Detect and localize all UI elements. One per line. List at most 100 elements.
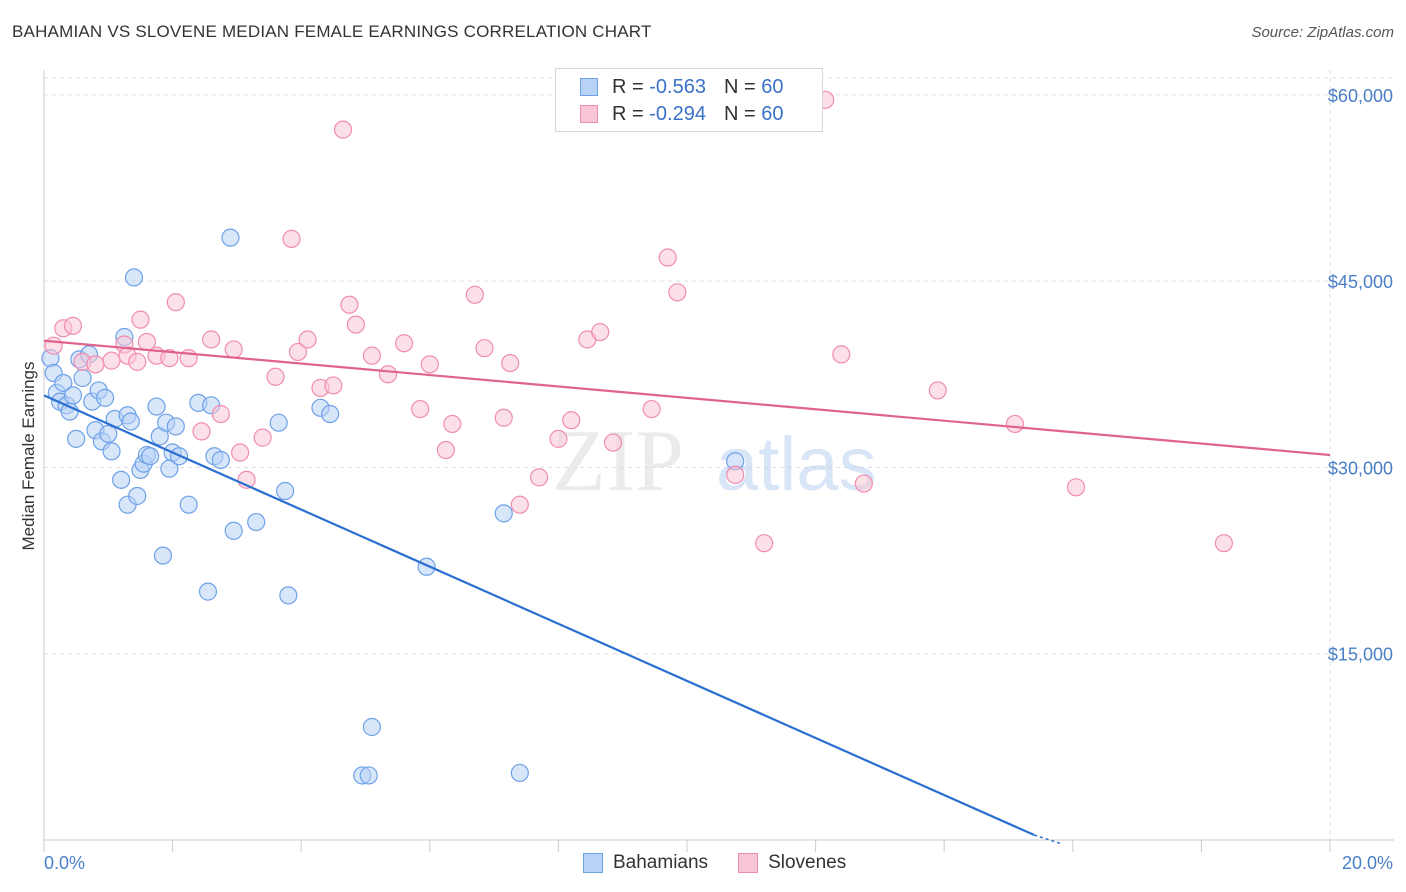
point-bahamians: [494, 504, 513, 523]
point-slovenes: [160, 349, 179, 368]
point-bahamians: [67, 429, 86, 448]
point-slovenes: [501, 353, 520, 373]
legend-r-label: R =: [612, 102, 644, 125]
point-bahamians: [140, 447, 160, 466]
point-bahamians: [276, 481, 295, 501]
x-tick-label-min: 0.0%: [44, 853, 85, 873]
point-slovenes: [231, 443, 250, 462]
point-slovenes: [202, 330, 221, 349]
point-slovenes: [475, 339, 494, 358]
point-bahamians: [198, 582, 218, 601]
point-bahamians: [124, 268, 144, 287]
point-slovenes: [603, 433, 623, 452]
legend-swatch-bahamians: [580, 78, 598, 96]
point-bahamians: [63, 386, 83, 405]
point-slovenes: [192, 422, 211, 441]
point-slovenes: [394, 334, 414, 353]
y-tick-label: $45,000: [1328, 272, 1393, 292]
point-slovenes: [102, 351, 121, 370]
point-slovenes: [253, 428, 272, 447]
point-slovenes: [166, 293, 185, 312]
point-slovenes: [362, 346, 382, 365]
point-slovenes: [131, 310, 150, 329]
point-slovenes: [411, 399, 430, 419]
point-bahamians: [362, 717, 382, 737]
point-slovenes: [591, 322, 610, 342]
y-axis-label: Median Female Earnings: [19, 362, 38, 551]
legend-r-value: -0.563: [649, 75, 706, 98]
point-slovenes: [726, 465, 745, 484]
point-slovenes: [658, 248, 677, 267]
point-bahamians: [166, 417, 185, 436]
trend-line-bahamians-extension: [1033, 834, 1063, 845]
point-slovenes: [266, 367, 285, 386]
point-bahamians: [54, 373, 73, 393]
y-tick-label: $30,000: [1328, 458, 1393, 478]
point-slovenes: [443, 414, 462, 434]
series-swatch-bahamians: [583, 853, 603, 873]
series-legend: Bahamians Slovenes: [583, 852, 876, 874]
point-slovenes: [282, 229, 301, 249]
point-bahamians: [95, 388, 115, 407]
legend-row-slovenes: R = -0.294 N = 60: [580, 100, 783, 128]
point-slovenes: [378, 365, 398, 384]
point-bahamians: [128, 486, 147, 506]
point-slovenes: [63, 316, 83, 335]
point-slovenes: [436, 440, 455, 460]
point-slovenes: [562, 411, 581, 430]
point-slovenes: [420, 355, 439, 374]
source-label: Source: ZipAtlas.com: [1251, 24, 1394, 41]
point-slovenes: [86, 355, 105, 374]
point-slovenes: [530, 468, 549, 487]
point-bahamians: [321, 404, 340, 424]
point-bahamians: [359, 766, 378, 785]
point-bahamians: [112, 470, 131, 489]
legend-n-value: 60: [761, 102, 784, 125]
series-label-slovenes: Slovenes: [768, 852, 847, 873]
point-slovenes: [324, 376, 343, 395]
axes: [43, 70, 1394, 852]
point-slovenes: [668, 283, 687, 302]
point-slovenes: [832, 345, 851, 364]
point-slovenes: [928, 381, 947, 400]
legend-n-label: N =: [723, 102, 756, 125]
point-bahamians: [211, 450, 230, 470]
trend-line-slovenes: [43, 339, 1331, 457]
point-slovenes: [494, 408, 513, 427]
point-bahamians: [224, 521, 243, 540]
point-bahamians: [510, 763, 529, 783]
legend-swatch-slovenes: [580, 105, 598, 123]
point-slovenes: [340, 295, 359, 314]
watermark: ZIP atlas: [552, 413, 877, 510]
x-tick-label-max: 20.0%: [1342, 853, 1393, 873]
point-slovenes: [854, 474, 873, 493]
point-bahamians: [179, 495, 198, 514]
point-slovenes: [1066, 478, 1086, 497]
point-slovenes: [224, 340, 243, 359]
legend-r-label: R =: [612, 75, 644, 98]
point-slovenes: [1214, 534, 1234, 553]
point-slovenes: [298, 330, 317, 349]
point-bahamians: [247, 512, 266, 532]
point-bahamians: [221, 228, 240, 247]
point-slovenes: [642, 399, 661, 419]
chart-title: BAHAMIAN VS SLOVENE MEDIAN FEMALE EARNIN…: [12, 22, 652, 41]
point-bahamians: [147, 397, 166, 416]
trend-lines: [43, 339, 1331, 845]
point-bahamians: [269, 413, 288, 432]
series-label-bahamians: Bahamians: [613, 852, 709, 873]
point-slovenes: [44, 336, 63, 355]
series-legend-bahamians[interactable]: Bahamians: [583, 852, 708, 874]
point-slovenes: [288, 342, 308, 362]
point-slovenes: [755, 534, 774, 553]
point-slovenes: [333, 120, 353, 139]
series-legend-slovenes[interactable]: Slovenes: [738, 852, 846, 874]
point-slovenes: [549, 429, 568, 448]
point-bahamians: [60, 402, 79, 421]
trend-line-bahamians: [43, 394, 1035, 837]
watermark-zip: ZIP: [552, 413, 684, 510]
correlation-legend: R = -0.563 N = 60 R = -0.294 N = 60: [555, 68, 823, 132]
point-bahamians: [153, 546, 173, 565]
legend-n-label: N =: [723, 75, 756, 98]
y-tick-label: $60,000: [1328, 86, 1393, 106]
